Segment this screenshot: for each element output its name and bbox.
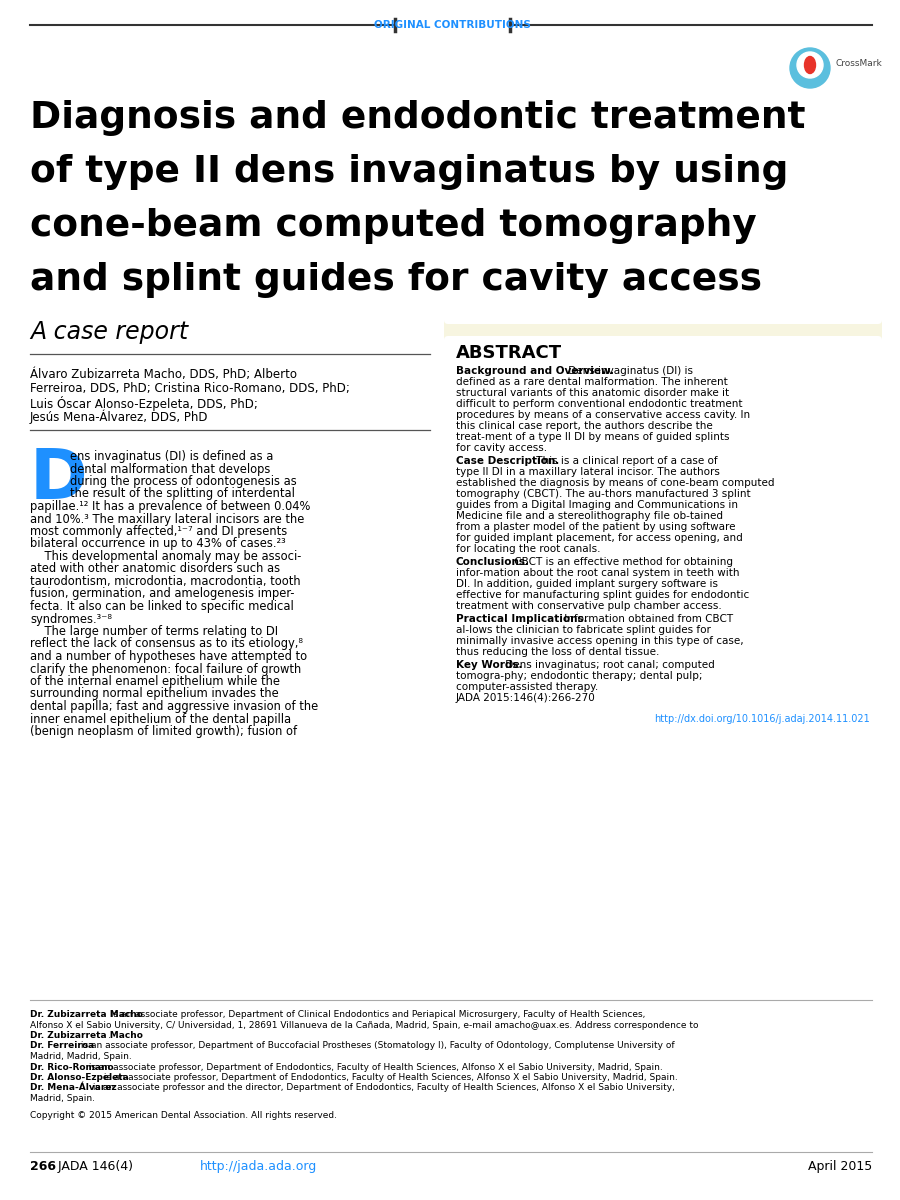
Text: is an associate professor, Department of Clinical Endodontics and Periapical Mic: is an associate professor, Department of…	[108, 1010, 645, 1019]
Circle shape	[790, 48, 830, 88]
Text: Case Description.: Case Description.	[456, 456, 559, 466]
Text: Dens invaginatus; root canal; computed: Dens invaginatus; root canal; computed	[501, 660, 715, 670]
Text: this clinical case report, the authors describe the: this clinical case report, the authors d…	[456, 421, 713, 431]
Text: bilateral occurrence in up to 43% of cases.²³: bilateral occurrence in up to 43% of cas…	[30, 538, 286, 551]
Text: effective for manufacturing splint guides for endodontic: effective for manufacturing splint guide…	[456, 590, 749, 600]
Text: papillae.¹² It has a prevalence of between 0.04%: papillae.¹² It has a prevalence of betwe…	[30, 500, 310, 514]
Text: established the diagnosis by means of cone-beam computed: established the diagnosis by means of co…	[456, 478, 775, 488]
Text: for cavity access.: for cavity access.	[456, 443, 547, 452]
Text: taurodontism, microdontia, macrodontia, tooth: taurodontism, microdontia, macrodontia, …	[30, 575, 301, 588]
Text: Luis Óscar Alonso-Ezpeleta, DDS, PhD;: Luis Óscar Alonso-Ezpeleta, DDS, PhD;	[30, 396, 258, 410]
Text: reflect the lack of consensus as to its etiology,⁸: reflect the lack of consensus as to its …	[30, 637, 303, 650]
Text: is an associate professor, Department of Endodontics, Faculty of Health Sciences: is an associate professor, Department of…	[101, 1073, 678, 1082]
Text: D: D	[30, 446, 88, 514]
Text: Madrid, Madrid, Spain.: Madrid, Madrid, Spain.	[30, 1052, 131, 1061]
Text: fecta. It also can be linked to specific medical: fecta. It also can be linked to specific…	[30, 600, 293, 613]
Text: structural variants of this anatomic disorder make it: structural variants of this anatomic dis…	[456, 388, 729, 398]
Text: defined as a rare dental malformation. The inherent: defined as a rare dental malformation. T…	[456, 377, 728, 386]
Text: JADA 146(4): JADA 146(4)	[50, 1160, 133, 1174]
FancyBboxPatch shape	[444, 320, 882, 340]
Text: Conclusions.: Conclusions.	[456, 557, 530, 566]
Text: fusion, germination, and amelogenesis imper-: fusion, germination, and amelogenesis im…	[30, 588, 294, 600]
Text: thus reducing the loss of dental tissue.: thus reducing the loss of dental tissue.	[456, 647, 660, 658]
Text: Copyright © 2015 American Dental Association. All rights reserved.: Copyright © 2015 American Dental Associa…	[30, 1110, 337, 1120]
Text: from a plaster model of the patient by using software: from a plaster model of the patient by u…	[456, 522, 735, 532]
Text: dental malformation that develops: dental malformation that develops	[70, 462, 270, 475]
Text: Dr. Alonso-Ezpeleta: Dr. Alonso-Ezpeleta	[30, 1073, 129, 1082]
Text: A case report: A case report	[30, 320, 188, 344]
Text: Dr. Mena-Álvarez: Dr. Mena-Álvarez	[30, 1084, 117, 1092]
Text: ORIGINAL CONTRIBUTIONS: ORIGINAL CONTRIBUTIONS	[374, 20, 530, 30]
Text: ABSTRACT: ABSTRACT	[456, 344, 562, 362]
Text: of the internal enamel epithelium while the: of the internal enamel epithelium while …	[30, 674, 280, 688]
Text: .: .	[108, 1031, 111, 1040]
Text: is an associate professor, Department of Buccofacial Prostheses (Stomatology I),: is an associate professor, Department of…	[78, 1042, 675, 1050]
Text: JADA 2015:146(4):266-270: JADA 2015:146(4):266-270	[456, 692, 596, 703]
Text: treat-ment of a type II DI by means of guided splints: treat-ment of a type II DI by means of g…	[456, 432, 730, 442]
Text: al-lows the clinician to fabricate splint guides for: al-lows the clinician to fabricate splin…	[456, 625, 711, 635]
Text: surrounding normal epithelium invades the: surrounding normal epithelium invades th…	[30, 688, 279, 701]
Circle shape	[797, 52, 823, 78]
Text: ated with other anatomic disorders such as: ated with other anatomic disorders such …	[30, 563, 280, 576]
Text: Dr. Zubizarreta Macho: Dr. Zubizarreta Macho	[30, 1010, 143, 1019]
Text: Diagnosis and endodontic treatment: Diagnosis and endodontic treatment	[30, 100, 806, 136]
Text: type II DI in a maxillary lateral incisor. The authors: type II DI in a maxillary lateral inciso…	[456, 467, 720, 476]
Text: Madrid, Spain.: Madrid, Spain.	[30, 1094, 95, 1103]
Text: 266: 266	[30, 1160, 56, 1174]
Text: clarify the phenomenon: focal failure of growth: clarify the phenomenon: focal failure of…	[30, 662, 302, 676]
Text: (benign neoplasm of limited growth); fusion of: (benign neoplasm of limited growth); fus…	[30, 725, 297, 738]
Text: and a number of hypotheses have attempted to: and a number of hypotheses have attempte…	[30, 650, 307, 662]
Ellipse shape	[805, 56, 815, 73]
Text: Dens invaginatus (DI) is: Dens invaginatus (DI) is	[565, 366, 693, 376]
Text: is an associate professor and the director, Department of Endodontics, Faculty o: is an associate professor and the direct…	[89, 1084, 674, 1092]
Text: dental papilla; fast and aggressive invasion of the: dental papilla; fast and aggressive inva…	[30, 700, 319, 713]
Text: treatment with conservative pulp chamber access.: treatment with conservative pulp chamber…	[456, 601, 722, 611]
Text: Jesús Mena-Álvarez, DDS, PhD: Jesús Mena-Álvarez, DDS, PhD	[30, 410, 209, 425]
Text: of type II dens invaginatus by using: of type II dens invaginatus by using	[30, 154, 788, 190]
Text: Practical Implications.: Practical Implications.	[456, 614, 588, 624]
Text: and splint guides for cavity access: and splint guides for cavity access	[30, 262, 762, 298]
Text: syndromes.³⁻⁸: syndromes.³⁻⁸	[30, 612, 112, 625]
Text: Dr. Zubizarreta Macho: Dr. Zubizarreta Macho	[30, 1031, 143, 1040]
Text: Álvaro Zubizarreta Macho, DDS, PhD; Alberto: Álvaro Zubizarreta Macho, DDS, PhD; Albe…	[30, 368, 297, 382]
Text: CrossMark: CrossMark	[835, 59, 882, 67]
Text: is an associate professor, Department of Endodontics, Faculty of Health Sciences: is an associate professor, Department of…	[86, 1062, 662, 1072]
Text: DI. In addition, guided implant surgery software is: DI. In addition, guided implant surgery …	[456, 578, 718, 589]
Text: http://dx.doi.org/10.1016/j.adaj.2014.11.021: http://dx.doi.org/10.1016/j.adaj.2014.11…	[654, 714, 870, 724]
Text: procedures by means of a conservative access cavity. In: procedures by means of a conservative ac…	[456, 410, 750, 420]
Text: cone-beam computed tomography: cone-beam computed tomography	[30, 208, 757, 244]
Text: computer-assisted therapy.: computer-assisted therapy.	[456, 682, 598, 692]
Text: the result of the splitting of interdental: the result of the splitting of interdent…	[70, 487, 295, 500]
Text: This is a clinical report of a case of: This is a clinical report of a case of	[534, 456, 718, 466]
Text: Alfonso X el Sabio University, C/ Universidad, 1, 28691 Villanueva de la Cañada,: Alfonso X el Sabio University, C/ Univer…	[30, 1020, 698, 1030]
Text: most commonly affected,¹⁻⁷ and DI presents: most commonly affected,¹⁻⁷ and DI presen…	[30, 526, 287, 538]
Text: The large number of terms relating to DI: The large number of terms relating to DI	[30, 625, 278, 638]
Text: guides from a Digital Imaging and Communications in: guides from a Digital Imaging and Commun…	[456, 500, 738, 510]
Text: during the process of odontogenesis as: during the process of odontogenesis as	[70, 475, 297, 488]
Text: http://jada.ada.org: http://jada.ada.org	[200, 1160, 317, 1174]
Text: tomogra-phy; endodontic therapy; dental pulp;: tomogra-phy; endodontic therapy; dental …	[456, 671, 703, 680]
Text: Dr. Rico-Romano: Dr. Rico-Romano	[30, 1062, 113, 1072]
Text: Key Words.: Key Words.	[456, 660, 523, 670]
Text: difficult to perform conventional endodontic treatment: difficult to perform conventional endodo…	[456, 398, 742, 409]
Text: Dr. Ferreiroa: Dr. Ferreiroa	[30, 1042, 94, 1050]
Text: inner enamel epithelium of the dental papilla: inner enamel epithelium of the dental pa…	[30, 713, 291, 726]
Text: minimally invasive access opening in this type of case,: minimally invasive access opening in thi…	[456, 636, 743, 646]
Text: Background and Overview.: Background and Overview.	[456, 366, 614, 376]
Text: and 10%.³ The maxillary lateral incisors are the: and 10%.³ The maxillary lateral incisors…	[30, 512, 304, 526]
Text: tomography (CBCT). The au-thors manufactured 3 splint: tomography (CBCT). The au-thors manufact…	[456, 490, 751, 499]
Text: This developmental anomaly may be associ-: This developmental anomaly may be associ…	[30, 550, 302, 563]
Text: for guided implant placement, for access opening, and: for guided implant placement, for access…	[456, 533, 742, 542]
Text: ens invaginatus (DI) is defined as a: ens invaginatus (DI) is defined as a	[70, 450, 274, 463]
Text: Medicine file and a stereolithography file ob-tained: Medicine file and a stereolithography fi…	[456, 511, 723, 521]
Text: April 2015: April 2015	[808, 1160, 872, 1174]
Text: Information obtained from CBCT: Information obtained from CBCT	[561, 614, 733, 624]
Text: for locating the root canals.: for locating the root canals.	[456, 544, 600, 554]
Text: CBCT is an effective method for obtaining: CBCT is an effective method for obtainin…	[510, 557, 733, 566]
Text: infor-mation about the root canal system in teeth with: infor-mation about the root canal system…	[456, 568, 740, 578]
Text: Ferreiroa, DDS, PhD; Cristina Rico-Romano, DDS, PhD;: Ferreiroa, DDS, PhD; Cristina Rico-Roman…	[30, 382, 350, 395]
